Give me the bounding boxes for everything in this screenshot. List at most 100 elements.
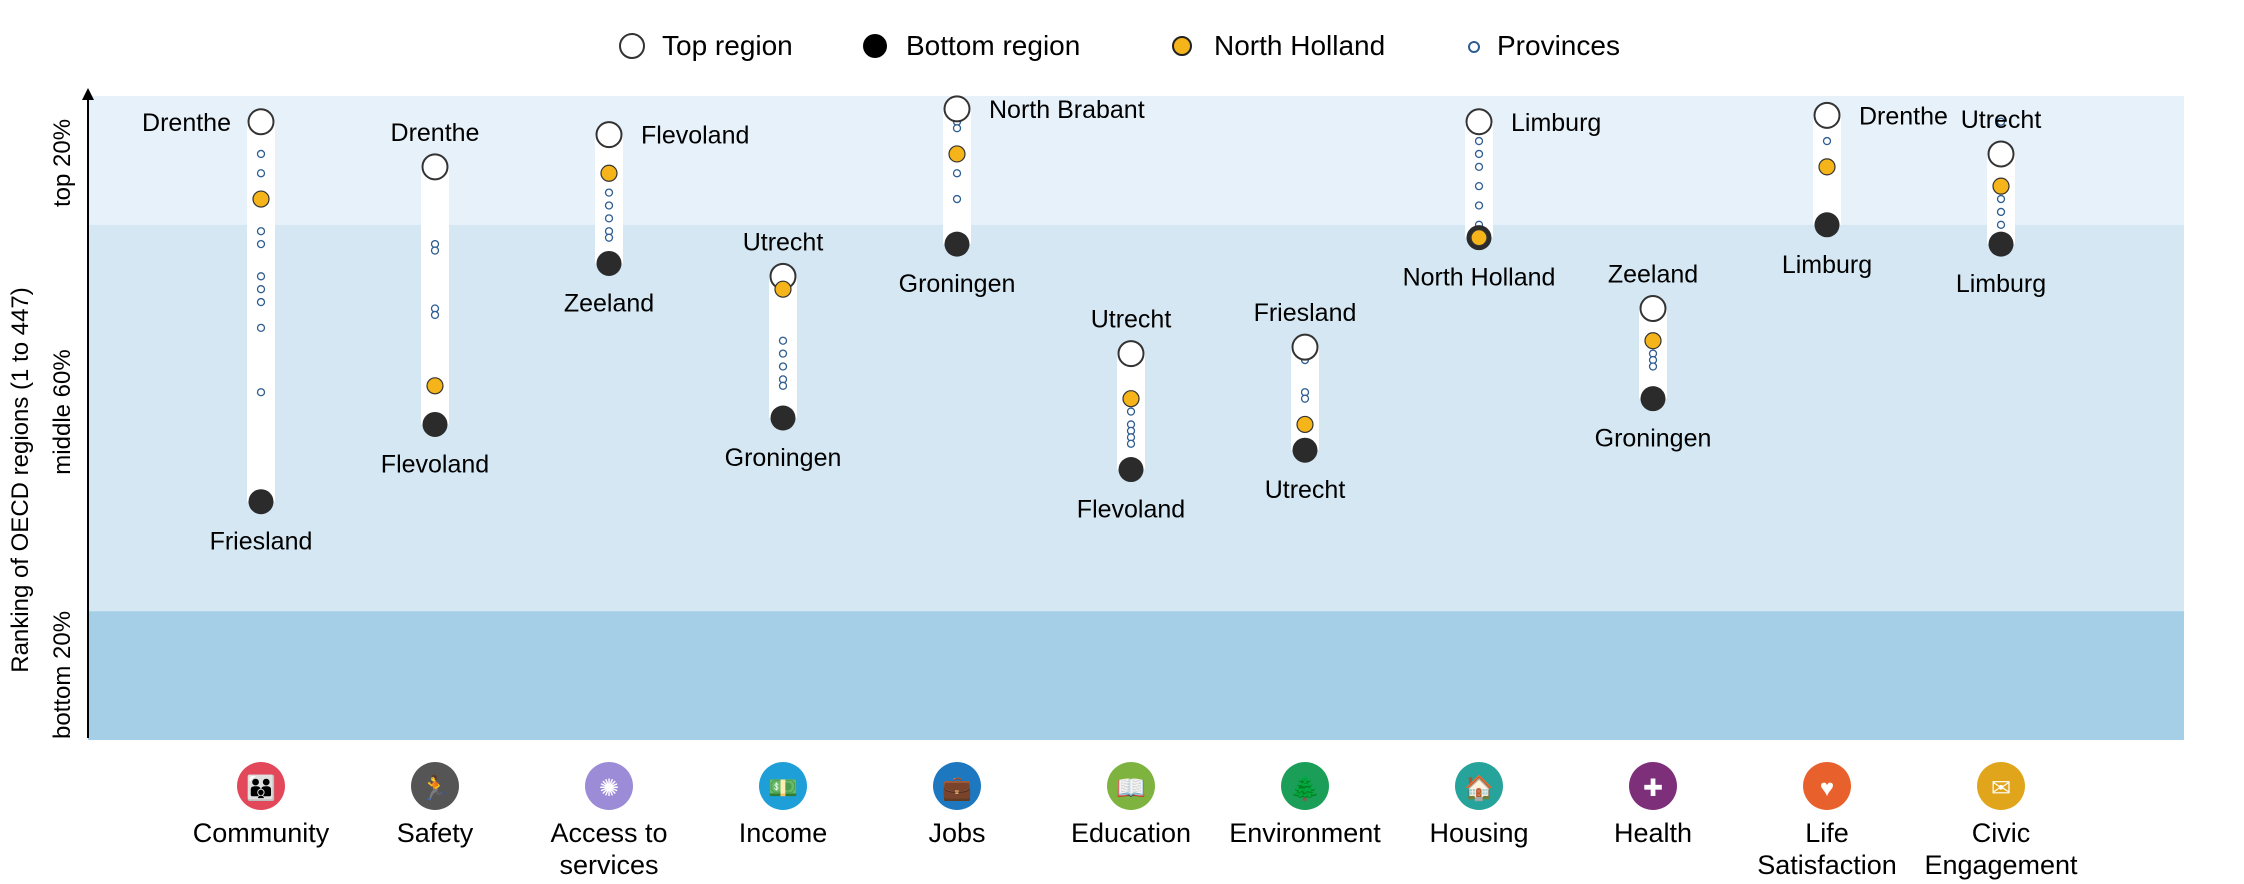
access-to-services-icon-glyph: ✺ <box>599 775 619 802</box>
province-point <box>1996 207 2006 217</box>
bottom-region-label: Groningen <box>899 270 1016 298</box>
bottom-region-label: Limburg <box>1956 270 2046 298</box>
province-point <box>952 194 962 204</box>
province-point <box>1996 117 2006 126</box>
category-name: Health <box>1614 818 1692 848</box>
education-icon <box>1107 762 1155 810</box>
province-point <box>1474 149 1484 159</box>
category-name: Jobs <box>928 818 985 848</box>
top-region-label: Utrecht <box>743 228 824 256</box>
safety-icon-glyph: 🏃 <box>420 774 450 802</box>
category-income: Utrecht Groningen <box>725 228 842 472</box>
housing-icon <box>1455 762 1503 810</box>
bottom-region-point <box>248 489 274 515</box>
north-holland-point <box>426 377 444 395</box>
bottom-region-point <box>596 250 622 276</box>
category-label: ✚ Health <box>1614 762 1692 848</box>
community-icon <box>237 762 285 810</box>
province-point <box>256 227 266 236</box>
category-life-satisfaction: Drenthe Limburg <box>1782 101 1948 279</box>
category-community: Drenthe Friesland <box>142 108 313 556</box>
band-2 <box>88 611 2184 740</box>
top-region-point <box>1987 140 2015 168</box>
income-icon-glyph: 💵 <box>768 775 798 802</box>
category-name: Education <box>1071 818 1191 848</box>
top-region-point <box>1813 101 1841 129</box>
top-region-label: Flevoland <box>641 122 749 150</box>
bottom-region-point <box>1292 437 1318 463</box>
province-point <box>1126 407 1136 416</box>
bottom-region-label: Friesland <box>210 528 313 556</box>
north-holland-point <box>1992 177 2010 195</box>
north-holland-point <box>1470 229 1488 247</box>
category-label: 💼 Jobs <box>928 762 986 848</box>
category-name: Life <box>1805 818 1849 848</box>
education-icon-glyph: 📖 <box>1116 775 1146 802</box>
province-point <box>430 310 440 320</box>
province-point <box>778 349 788 358</box>
category-name: Access to <box>550 818 667 848</box>
top-region-label: Utrecht <box>1091 306 1172 334</box>
north-holland-point <box>774 280 792 298</box>
y-axis: Ranking of OECD regions (1 to 447) top 2… <box>7 88 94 739</box>
health-icon-glyph: ✚ <box>1643 775 1663 802</box>
province-point <box>1822 136 1832 146</box>
province-point <box>256 169 266 178</box>
top-region-point <box>595 121 623 149</box>
life-satisfaction-icon <box>1803 762 1851 810</box>
province-point <box>1474 162 1484 171</box>
province-point <box>256 272 266 281</box>
province-point <box>430 246 440 255</box>
legend-bottom-label: Bottom region <box>906 30 1080 61</box>
north-holland-point <box>1296 415 1314 434</box>
north-holland-point <box>252 190 270 208</box>
top-region-label: Drenthe <box>391 119 480 147</box>
province-point <box>604 201 614 210</box>
community-icon-glyph: 👪 <box>246 774 276 802</box>
province-point <box>256 239 266 249</box>
category-health: Zeeland Groningen <box>1595 261 1712 453</box>
province-point <box>256 297 266 307</box>
legend-top-marker <box>619 33 645 59</box>
north-holland-point <box>1644 332 1662 350</box>
category-name: Housing <box>1429 818 1528 848</box>
bottom-region-label: Limburg <box>1782 251 1872 279</box>
category-name: Safety <box>397 818 474 848</box>
province-point <box>604 214 614 223</box>
category-label: 🌲 Environment <box>1229 762 1381 848</box>
legend-prov-label: Provinces <box>1497 30 1620 61</box>
range-bar <box>595 134 623 264</box>
legend-nh-marker <box>1172 36 1192 56</box>
bottom-region-point <box>944 231 970 257</box>
province-point <box>1474 182 1484 191</box>
category-label: 📖 Education <box>1071 762 1191 848</box>
category-name: Income <box>739 818 828 848</box>
health-icon <box>1629 762 1677 810</box>
bottom-region-label: Flevoland <box>1077 496 1185 524</box>
bottom-region-point <box>1988 231 2014 257</box>
top-region-label: Friesland <box>1254 299 1357 327</box>
range-bar <box>247 121 275 502</box>
bottom-region-label: Groningen <box>725 444 842 472</box>
y-axis-label: Ranking of OECD regions (1 to 447) <box>7 287 34 673</box>
category-access-to-services: Flevoland Zeeland <box>564 121 749 317</box>
top-region-point <box>1291 333 1319 361</box>
safety-icon <box>411 762 459 810</box>
category-name: Satisfaction <box>1757 850 1897 880</box>
category-jobs: North Brabant Groningen <box>899 95 1145 298</box>
top-region-label: Utrecht <box>1961 106 2042 134</box>
civic-engagement-icon-glyph: ✉ <box>1991 775 2011 802</box>
category-housing: Limburg North Holland <box>1403 108 1601 292</box>
life-satisfaction-icon-glyph: ♥ <box>1820 775 1834 802</box>
top-region-point <box>1465 108 1493 136</box>
province-point <box>1300 394 1310 403</box>
civic-engagement-icon <box>1977 762 2025 810</box>
category-label: 👪 Community <box>193 762 330 848</box>
category-education: Utrecht Flevoland <box>1077 306 1185 524</box>
category-label: 🏠 Housing <box>1429 762 1529 848</box>
bottom-region-point <box>770 405 796 431</box>
province-point <box>256 388 266 397</box>
